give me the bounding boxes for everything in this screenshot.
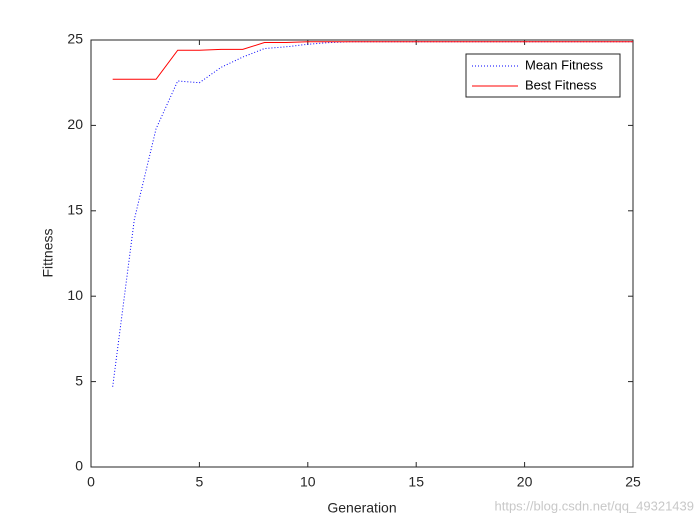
legend-box <box>465 53 621 98</box>
x-tick-label: 15 <box>408 474 424 490</box>
x-tick-label: 0 <box>87 474 95 490</box>
x-tick-label: 25 <box>625 474 641 490</box>
legend-label: Mean Fitness <box>525 57 604 72</box>
x-tick-label: 10 <box>300 474 316 490</box>
y-axis-label: Fittness <box>40 228 56 277</box>
y-tick-label: 25 <box>67 31 83 47</box>
plot-area <box>90 39 634 468</box>
y-tick-label: 20 <box>67 116 83 132</box>
x-tick-label: 20 <box>517 474 533 490</box>
series-line <box>112 41 633 80</box>
y-tick-label: 10 <box>67 287 83 303</box>
legend-label: Best Fitness <box>525 77 597 92</box>
y-tick-label: 15 <box>67 202 83 218</box>
series-line <box>112 41 633 387</box>
watermark: https://blog.csdn.net/qq_49321439 <box>495 498 695 513</box>
x-tick-label: 5 <box>196 474 204 490</box>
x-axis-label: Generation <box>327 500 396 516</box>
y-tick-label: 0 <box>75 458 83 474</box>
y-tick-label: 5 <box>75 372 83 388</box>
